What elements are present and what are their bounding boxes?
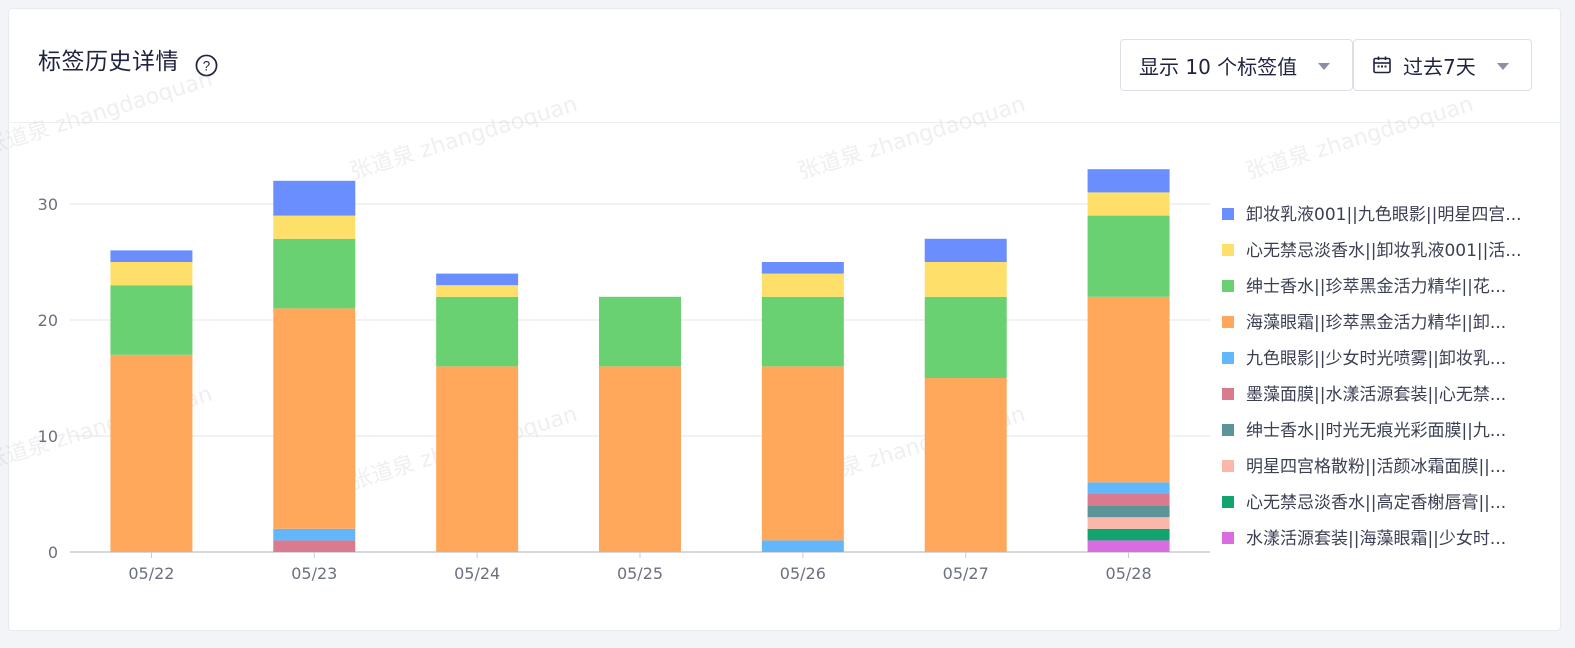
legend-label: 绅士香水||珍萃黑金活力精华||花... (1246, 277, 1506, 297)
bar-segment (436, 285, 519, 297)
bar-segment (1087, 296, 1170, 483)
legend-label: 绅士香水||时光无痕光彩面膜||九... (1246, 421, 1506, 441)
bar-segment (1087, 494, 1170, 506)
legend-swatch (1222, 280, 1234, 292)
bar-segment (436, 296, 519, 367)
bar-segment (924, 296, 1007, 378)
bar-segment (1087, 505, 1170, 518)
y-tick-label: 10 (38, 427, 58, 446)
bar-segment (1087, 540, 1170, 552)
bar-segment (761, 296, 844, 367)
x-tick-label: 05/26 (780, 564, 826, 583)
legend-swatch (1222, 532, 1234, 544)
legend-swatch (1222, 388, 1234, 400)
bar-segment (273, 215, 356, 239)
legend-swatch (1222, 460, 1234, 472)
bar-segment (761, 273, 844, 297)
bar-segment (110, 250, 193, 262)
date-range-dropdown[interactable]: 过去7天 (1353, 39, 1532, 91)
bar-segment (273, 180, 356, 216)
x-tick-label: 05/27 (943, 564, 989, 583)
x-tick-label: 05/24 (454, 564, 500, 583)
x-tick-label: 05/22 (128, 564, 174, 583)
bar-segment (1087, 517, 1170, 529)
x-tick-label: 05/23 (291, 564, 337, 583)
bar-segment (761, 540, 844, 552)
bar-segment (273, 238, 356, 309)
legend-swatch (1222, 316, 1234, 328)
bar-segment (110, 262, 193, 286)
bar-segment (1087, 192, 1170, 216)
y-tick-label: 20 (38, 311, 58, 330)
legend-label: 水漾活源套装||海藻眼霜||少女时... (1246, 529, 1506, 549)
bar-segment (1087, 215, 1170, 297)
bar-segment (273, 540, 356, 552)
bar-segment (1087, 169, 1170, 193)
legend-label: 心无禁忌淡香水||卸妆乳液001||活... (1246, 241, 1522, 261)
tag-count-dropdown[interactable]: 显示 10 个标签值 (1120, 39, 1353, 91)
legend-label: 海藻眼霜||珍萃黑金活力精华||卸... (1246, 313, 1506, 333)
legend-label: 卸妆乳液001||九色眼影||明星四宫... (1246, 205, 1522, 225)
legend-label: 九色眼影||少女时光喷雾||卸妆乳... (1246, 349, 1506, 369)
question-circle-icon[interactable]: ? (195, 54, 218, 77)
header-divider (9, 122, 1560, 123)
x-tick-label: 05/25 (617, 564, 663, 583)
bar-segment (1087, 482, 1170, 494)
bar-segment (436, 366, 519, 552)
legend-swatch (1222, 352, 1234, 364)
bar-segment (599, 366, 681, 552)
date-range-dropdown-label: 过去7天 (1403, 54, 1476, 79)
tag-count-dropdown-label: 显示 10 个标签值 (1139, 54, 1298, 79)
bar-segment (1087, 528, 1170, 541)
bar-segment (924, 378, 1007, 552)
bar-segment (924, 262, 1007, 297)
bar-segment (436, 273, 519, 286)
bar-segment (273, 308, 356, 529)
legend-swatch (1222, 424, 1234, 436)
caret-down-icon (1318, 63, 1330, 70)
y-tick-label: 30 (38, 195, 58, 214)
bar-segment (761, 366, 844, 541)
bar-segment (273, 528, 356, 541)
legend-label: 心无禁忌淡香水||高定香榭唇膏||... (1246, 492, 1506, 513)
bar-segment (599, 296, 681, 367)
x-tick-label: 05/28 (1106, 564, 1152, 583)
bar-segment (924, 238, 1007, 262)
legend-label: 明星四宫格散粉||活颜冰霜面膜||... (1246, 457, 1506, 477)
svg-text:?: ? (203, 58, 210, 73)
bar-segment (761, 262, 844, 274)
calendar-icon (1373, 56, 1391, 74)
legend-swatch (1222, 208, 1234, 220)
legend-label: 墨藻面膜||水漾活源套装||心无禁... (1246, 385, 1506, 405)
legend-swatch (1222, 244, 1234, 256)
page-title: 标签历史详情 (38, 49, 179, 75)
y-tick-label: 0 (48, 543, 58, 562)
bar-segment (110, 354, 193, 552)
legend-swatch (1222, 496, 1234, 508)
bar-segment (110, 285, 193, 355)
caret-down-icon (1497, 63, 1509, 70)
